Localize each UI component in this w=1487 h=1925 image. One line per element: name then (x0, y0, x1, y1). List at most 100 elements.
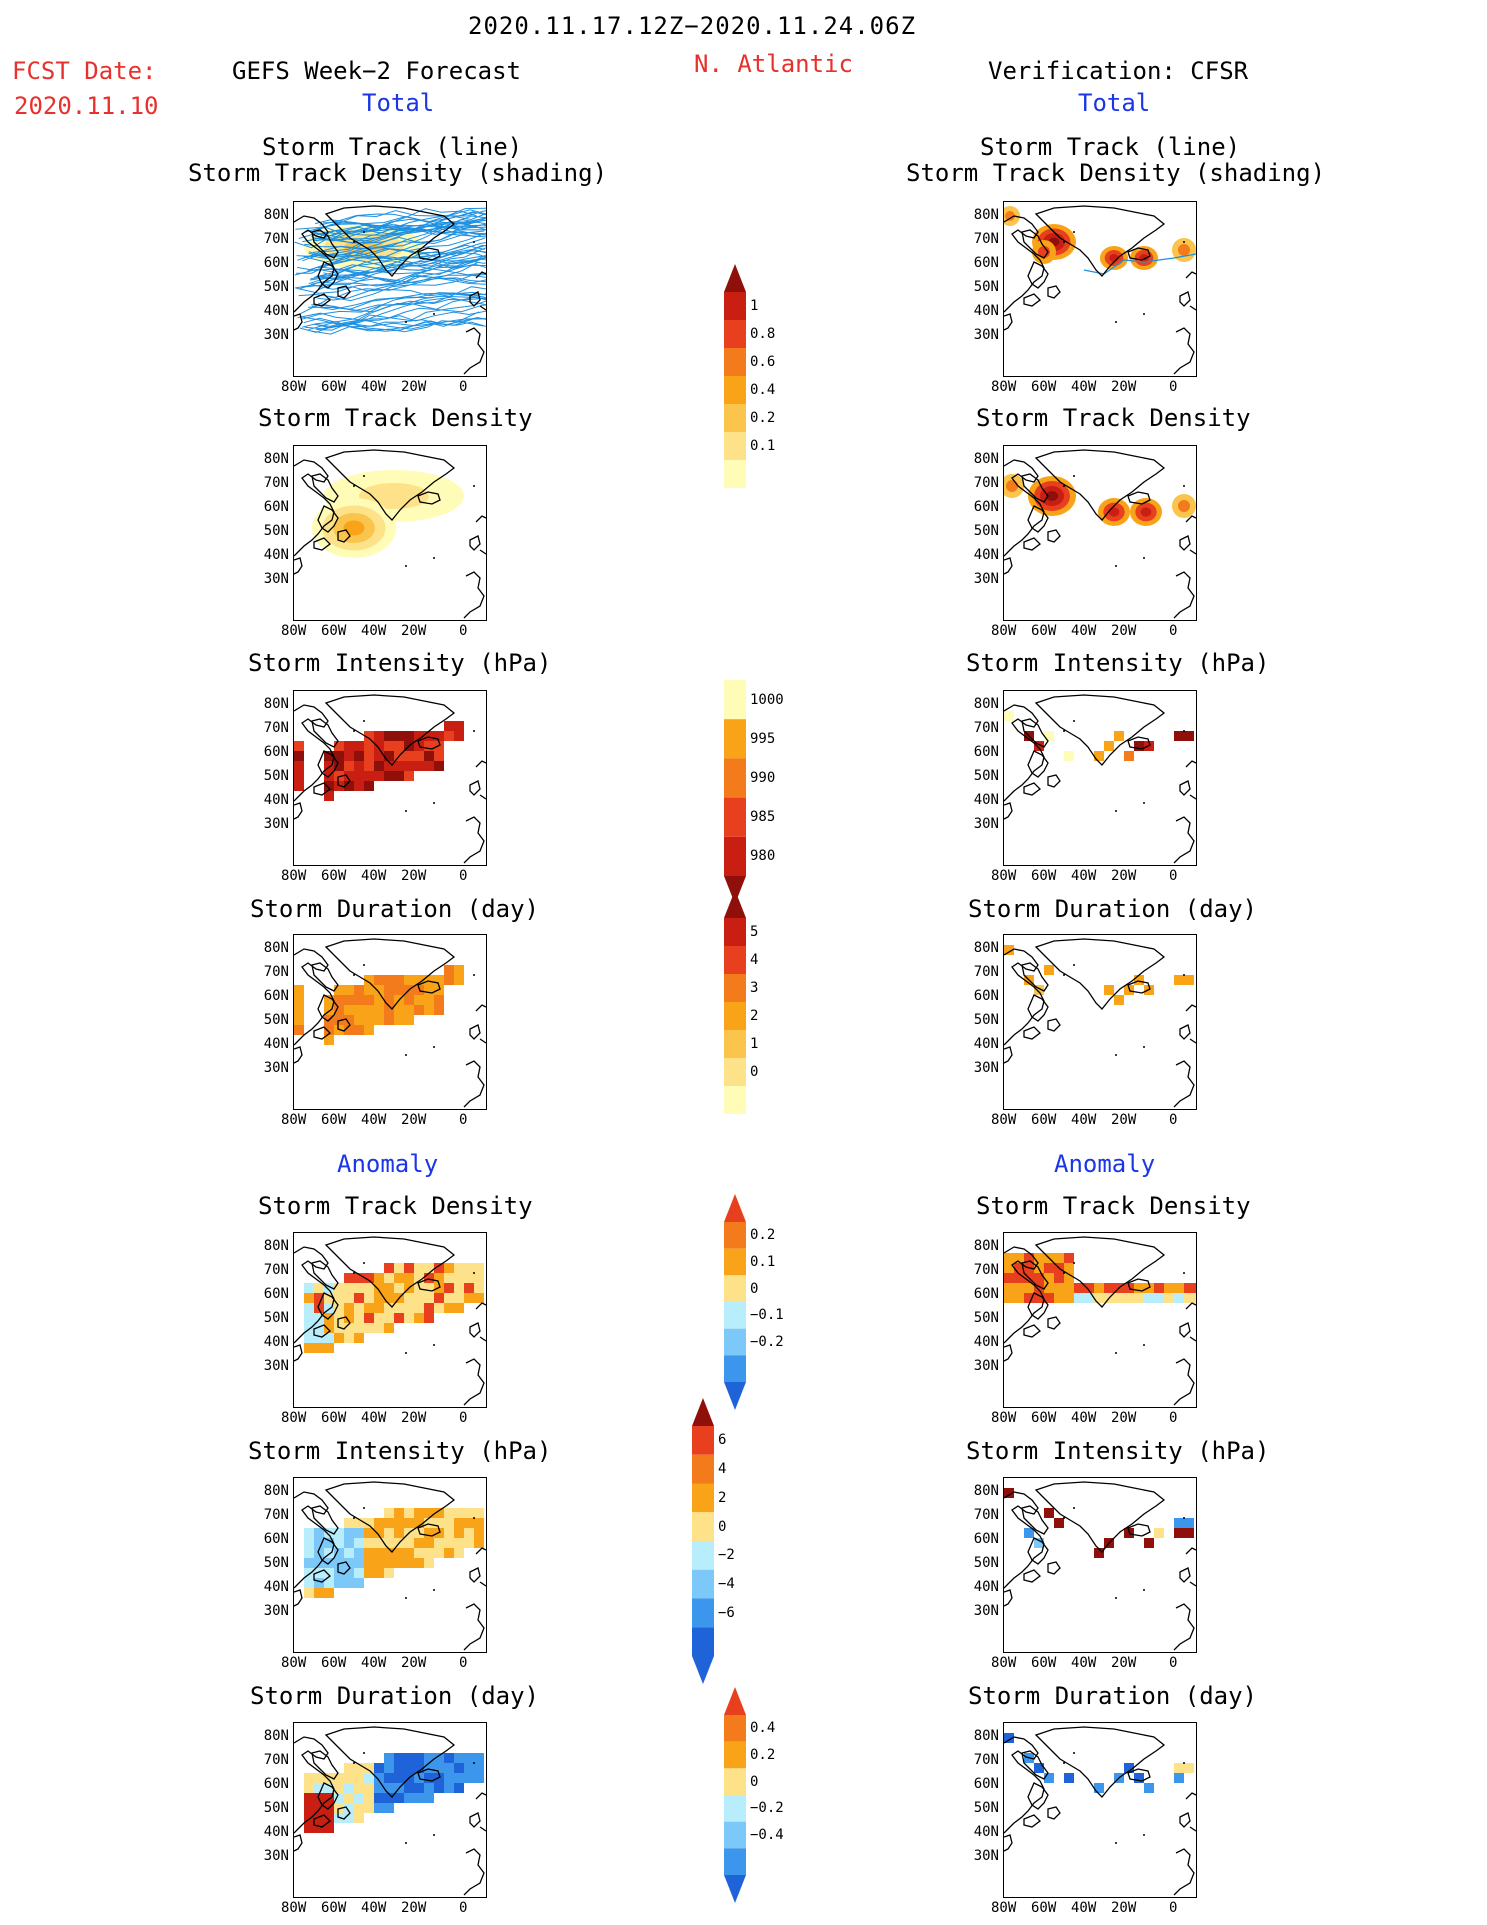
lon-tick-label: 60W (1031, 1655, 1057, 1671)
lon-tick-label: 60W (1031, 379, 1057, 395)
lat-tick-label: 50N (973, 279, 999, 295)
colorbar-segment (724, 974, 746, 1002)
lat-tick-label: 80N (263, 451, 289, 467)
colorbar-label: 990 (750, 770, 776, 786)
lat-tick-label: 70N (263, 231, 289, 247)
lat-tick-label: 60N (263, 1286, 289, 1302)
left-intensity-title: Storm Intensity (hPa) (248, 649, 552, 677)
lat-tick-label: 30N (973, 1060, 999, 1076)
lat-tick-label: 60N (263, 744, 289, 760)
colorbar-label: 5 (750, 924, 759, 940)
lon-tick-label: 60W (321, 1410, 347, 1426)
lat-tick-label: 50N (263, 1012, 289, 1028)
left-density-title: Storm Track Density (258, 404, 533, 432)
lon-tick-label: 80W (991, 1112, 1017, 1128)
lon-tick-label: 80W (281, 868, 307, 884)
lat-tick-label: 30N (973, 1848, 999, 1864)
colorbar-label: −6 (718, 1604, 735, 1621)
lon-tick-label: 60W (321, 868, 347, 884)
colorbar-segment (724, 918, 746, 946)
colorbar-segment (724, 460, 746, 488)
colorbar-label: 3 (750, 980, 759, 996)
colorbar-label: 0 (718, 1518, 727, 1535)
lat-tick-label: 70N (973, 475, 999, 491)
colorbar-label: 0.1 (750, 438, 776, 454)
lat-tick-label: 50N (263, 523, 289, 539)
colorbar-label: 1 (750, 298, 759, 314)
lon-tick-label: 20W (401, 623, 427, 639)
colorbar-label: −0.2 (750, 1800, 784, 1817)
lat-tick-label: 60N (263, 255, 289, 271)
lat-tick-label: 30N (263, 1603, 289, 1619)
lon-tick-label: 20W (1111, 1900, 1137, 1916)
lon-tick-label: 80W (281, 1112, 307, 1128)
lon-tick-label: 0 (1169, 1655, 1178, 1671)
colorbar-label: 0.4 (750, 382, 776, 398)
lat-tick-label: 80N (263, 1238, 289, 1254)
lon-tick-label: 20W (1111, 1410, 1137, 1426)
density-blob (1004, 474, 1024, 498)
colorbar-label: −4 (718, 1576, 735, 1593)
lat-tick-label: 70N (263, 964, 289, 980)
colorbar-segment (724, 1002, 746, 1030)
lon-tick-label: 60W (1031, 1410, 1057, 1426)
colorbar-segment (724, 1715, 746, 1742)
lat-tick-label: 40N (973, 1036, 999, 1052)
lon-tick-label: 60W (1031, 623, 1057, 639)
colorbar-segment (724, 1848, 746, 1875)
lat-tick-label: 60N (973, 1531, 999, 1547)
lon-tick-label: 0 (459, 623, 468, 639)
colorbar-label: 0.8 (750, 326, 776, 342)
colorbar-label: 980 (750, 848, 776, 865)
lat-tick-label: 30N (973, 816, 999, 832)
verification-title: Verification: CFSR (988, 57, 1249, 85)
coastline (294, 694, 486, 864)
anomaly-cells (1004, 1253, 1196, 1303)
map-gefs-density-anom (293, 1232, 487, 1408)
lat-tick-label: 80N (263, 1728, 289, 1744)
lat-tick-label: 40N (973, 1579, 999, 1595)
lon-tick-label: 0 (459, 1112, 468, 1128)
lat-tick-label: 50N (973, 1012, 999, 1028)
intensity-cells (294, 721, 464, 801)
colorbar-segment (724, 320, 746, 348)
left-duration-anom-title: Storm Duration (day) (250, 1682, 539, 1710)
left-intensity-anom-title: Storm Intensity (hPa) (248, 1437, 552, 1465)
colorbar-segment (724, 1222, 746, 1249)
colorbar-label: −0.4 (750, 1827, 784, 1843)
colorbar-label: 0.2 (750, 1747, 776, 1763)
left-density-anom-title: Storm Track Density (258, 1192, 533, 1220)
colorbar-segment (692, 1426, 714, 1455)
map-cfsr-intensity (1003, 690, 1197, 866)
anomaly-cells (304, 1263, 484, 1353)
lon-tick-label: 80W (991, 868, 1017, 884)
lon-tick-label: 80W (281, 379, 307, 395)
lat-tick-label: 60N (973, 988, 999, 1004)
lon-tick-label: 40W (361, 1410, 387, 1426)
right-total-label: Total (1078, 89, 1151, 117)
storm-tracks (294, 207, 486, 335)
lat-tick-label: 80N (263, 1483, 289, 1499)
lon-tick-label: 80W (991, 1655, 1017, 1671)
lat-tick-label: 40N (263, 1036, 289, 1052)
lat-tick-label: 40N (973, 1334, 999, 1350)
lon-tick-label: 20W (401, 1112, 427, 1128)
coastline (294, 205, 486, 375)
lon-tick-label: 60W (1031, 1112, 1057, 1128)
lon-tick-label: 40W (1071, 1655, 1097, 1671)
colorbar-segment (724, 1768, 746, 1795)
lat-tick-label: 40N (263, 1579, 289, 1595)
left-track-title-2: Storm Track Density (shading) (188, 159, 608, 187)
lon-tick-label: 40W (1071, 1900, 1097, 1916)
colorbar-segment (724, 1328, 746, 1356)
lon-tick-label: 0 (459, 379, 468, 395)
lat-tick-label: 40N (973, 303, 999, 319)
lat-tick-label: 60N (973, 255, 999, 271)
lat-tick-label: 50N (263, 1310, 289, 1326)
lat-tick-label: 40N (973, 1824, 999, 1840)
lat-tick-label: 50N (973, 523, 999, 539)
lat-tick-label: 70N (973, 231, 999, 247)
colorbar-label: 1000 (750, 691, 784, 708)
lon-tick-label: 60W (321, 623, 347, 639)
density-blob (1130, 498, 1162, 526)
